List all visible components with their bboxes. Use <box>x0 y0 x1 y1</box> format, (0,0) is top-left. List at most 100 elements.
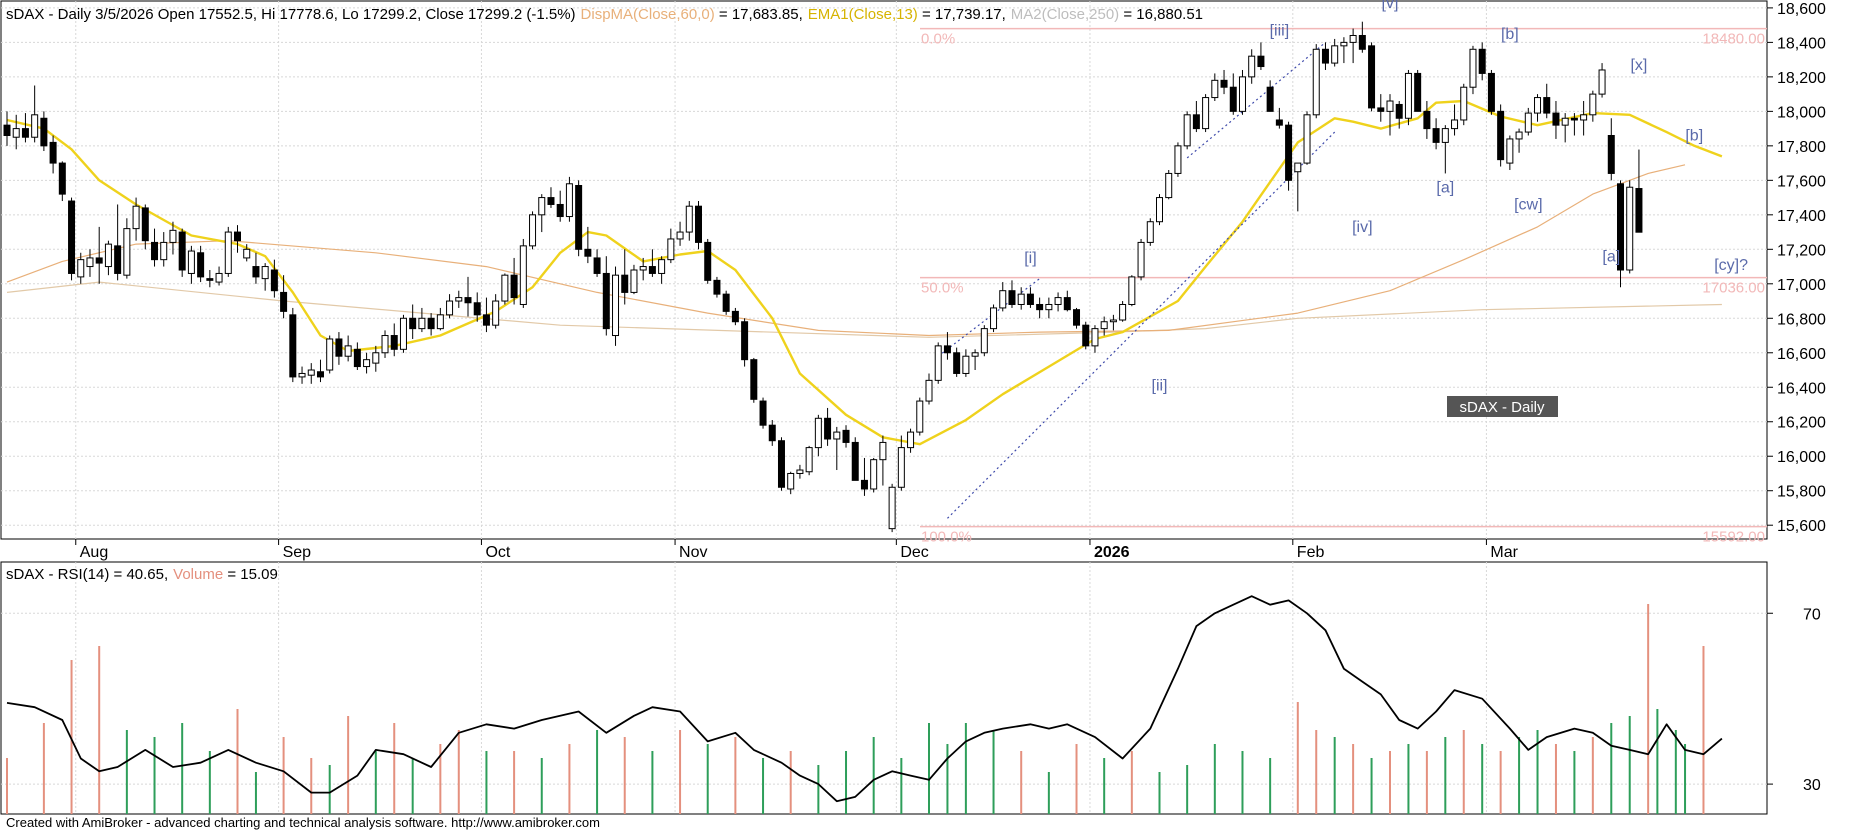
candle <box>768 420 776 446</box>
candle <box>1165 169 1173 200</box>
wave-labels: [i] [ii] [iii] [iv] [v] [a] [b] [cw] [x] [b] [a] [c… <box>1024 0 1748 395</box>
candle-body <box>1515 131 1523 140</box>
candle-body <box>1368 45 1376 109</box>
footer-credit: Created with AmiBroker - advanced charti… <box>6 815 600 830</box>
candle-body <box>1285 124 1293 181</box>
candle <box>436 307 444 331</box>
candle <box>1552 101 1560 139</box>
candle-body <box>1091 328 1099 347</box>
candle <box>178 228 186 277</box>
candle-body <box>1386 100 1394 112</box>
candle-body <box>907 431 915 449</box>
rsi-axis: 70 30 <box>1767 606 1821 794</box>
candle-body <box>1303 114 1311 164</box>
date-tick-label: Nov <box>679 544 707 561</box>
date-tick-label: Dec <box>900 544 928 561</box>
candle-body <box>1552 112 1560 126</box>
candle-body <box>501 274 509 302</box>
wave-label: [b] <box>1501 26 1519 43</box>
rsi-14-line <box>6 595 1723 803</box>
candle-body <box>298 372 306 378</box>
candle-body <box>206 278 214 281</box>
candle-body <box>1598 69 1606 95</box>
candle-body <box>1497 110 1505 161</box>
wave-label: [ii] <box>1152 378 1168 395</box>
candle <box>962 349 970 377</box>
candle <box>114 204 122 281</box>
ma2-value: = 16,880.51 <box>1119 6 1203 23</box>
candle <box>593 249 601 277</box>
candle-body <box>427 317 435 330</box>
candle-body <box>1340 41 1348 47</box>
candle-body <box>851 441 859 481</box>
candle <box>870 457 878 493</box>
wave-label: [cy]? <box>1714 257 1748 274</box>
candle-body <box>1137 241 1145 278</box>
candle-body <box>777 440 785 488</box>
candle-body <box>1017 293 1025 305</box>
candle-body <box>58 162 66 195</box>
candle-body <box>1349 34 1357 43</box>
candle <box>372 345 380 372</box>
candle <box>1303 111 1311 165</box>
wave-label: [a] <box>1602 248 1620 265</box>
candle <box>49 135 57 174</box>
candle-body <box>270 269 278 292</box>
candle-body <box>1626 186 1634 271</box>
candle-body <box>510 274 518 299</box>
candle-body <box>1570 117 1578 121</box>
candle <box>1211 73 1219 102</box>
candle-body <box>676 231 684 240</box>
candle <box>1607 118 1615 181</box>
candle-body <box>446 300 454 316</box>
candle <box>1598 63 1606 98</box>
candle-body <box>114 245 122 274</box>
candle <box>289 307 297 383</box>
candle <box>1506 135 1514 170</box>
fibonacci-levels: 0.0% 18480.00 50.0% 17036.00 100.0% 15592.00 <box>920 27 1767 546</box>
candle-body <box>3 124 11 137</box>
candle <box>224 226 232 277</box>
candle-body <box>1100 321 1108 330</box>
candle-body <box>252 266 260 278</box>
candle-body <box>1432 128 1440 143</box>
candle <box>860 457 868 496</box>
candle <box>971 349 979 371</box>
candle <box>529 211 537 250</box>
candle-body <box>1238 76 1246 112</box>
price-tick-label: 18,000 <box>1777 104 1826 121</box>
candle-body <box>538 197 546 216</box>
candle <box>1109 314 1117 331</box>
candle <box>851 437 859 481</box>
price-tick-label: 15,600 <box>1777 518 1826 535</box>
candle <box>335 332 343 365</box>
candle <box>1266 80 1274 112</box>
date-tick-label: 2026 <box>1094 544 1130 561</box>
candle-body <box>805 447 813 473</box>
candle <box>252 252 260 284</box>
candle-body <box>169 229 177 243</box>
candle-body <box>575 185 583 250</box>
candle <box>1063 290 1071 312</box>
candle <box>1626 180 1634 274</box>
candle <box>1192 101 1200 133</box>
candle-body <box>1580 114 1588 121</box>
candle-body <box>1534 97 1542 114</box>
candle <box>814 414 822 457</box>
candle <box>731 307 739 326</box>
candle-body <box>814 417 822 449</box>
candle <box>418 307 426 333</box>
candle <box>132 197 140 241</box>
candle-body <box>234 231 241 242</box>
candle-body <box>1294 162 1302 173</box>
candle <box>1156 194 1163 226</box>
price-tick-label: 17,200 <box>1777 242 1826 259</box>
candle <box>464 276 472 317</box>
candle-body <box>326 338 334 371</box>
candle <box>307 363 315 384</box>
candle <box>1524 107 1532 136</box>
candle-body <box>695 205 702 243</box>
candle <box>1128 275 1136 307</box>
candle-body <box>1054 297 1062 305</box>
candle-body <box>842 429 850 443</box>
